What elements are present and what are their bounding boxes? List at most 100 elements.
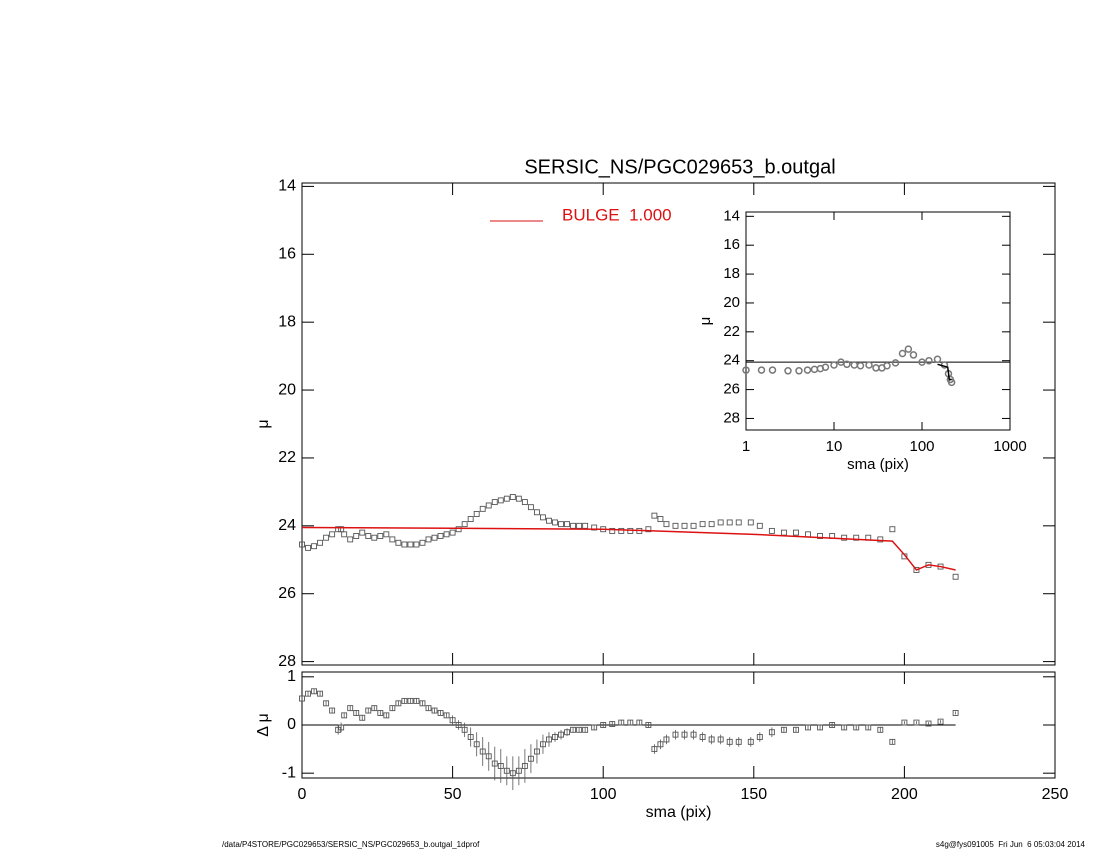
data-point — [817, 533, 824, 539]
data-point — [491, 760, 498, 767]
data-point — [570, 726, 577, 733]
data-point — [843, 360, 851, 369]
data-point — [651, 746, 658, 753]
data-point — [479, 505, 486, 512]
data-point — [657, 516, 664, 522]
data-point — [636, 719, 643, 726]
y-tick-label: 24 — [723, 352, 740, 369]
data-point — [651, 512, 658, 519]
data-point — [521, 763, 528, 769]
data-point — [582, 522, 589, 529]
data-point — [865, 361, 873, 369]
data-point — [347, 536, 354, 543]
x-tick-label: 50 — [444, 786, 462, 803]
data-point — [341, 712, 348, 719]
data-point — [371, 534, 378, 541]
data-point — [564, 521, 571, 528]
data-point — [323, 534, 330, 541]
data-point — [419, 700, 426, 707]
data-point — [347, 705, 354, 712]
data-point — [756, 522, 763, 529]
data-point — [901, 719, 908, 726]
data-point — [515, 495, 522, 502]
plot-frame — [301, 182, 1056, 666]
x-tick-label: 1 — [742, 438, 750, 455]
data-point — [323, 700, 330, 707]
y-tick-label: 22 — [723, 323, 740, 340]
data-point — [521, 499, 528, 506]
data-point — [883, 362, 891, 370]
data-point — [329, 707, 336, 714]
data-point — [491, 499, 498, 506]
y-axis-label: Δ μ — [255, 713, 272, 736]
data-point — [925, 356, 933, 365]
data-point — [726, 519, 733, 526]
data-point — [672, 522, 679, 529]
data-point — [768, 366, 777, 374]
data-point — [735, 738, 742, 745]
data-point — [335, 526, 342, 533]
data-point — [317, 539, 324, 546]
x-tick-label: 200 — [891, 786, 918, 803]
data-point — [552, 519, 558, 526]
data-point — [540, 741, 546, 748]
data-point — [401, 541, 408, 548]
data-point — [735, 519, 742, 526]
data-point — [699, 521, 706, 528]
x-tick-label: 250 — [1042, 786, 1069, 803]
y-tick-label: 14 — [723, 207, 740, 224]
y-tick-label: 28 — [278, 653, 296, 670]
data-point — [699, 734, 706, 740]
data-point — [540, 514, 546, 521]
data-point — [576, 522, 583, 529]
data-point — [872, 364, 880, 372]
data-point — [353, 710, 360, 716]
data-point — [311, 543, 317, 550]
plot-frame — [745, 211, 1011, 431]
data-point — [877, 536, 884, 543]
data-point — [425, 705, 432, 712]
data-point — [663, 736, 670, 743]
data-point — [515, 767, 522, 774]
data-point — [365, 707, 372, 714]
data-point — [371, 705, 378, 712]
data-point — [389, 536, 396, 543]
data-point — [467, 516, 474, 522]
data-point — [918, 358, 926, 366]
data-point — [853, 534, 860, 541]
y-tick-label: 20 — [723, 294, 740, 311]
data-point — [803, 366, 812, 374]
data-point — [395, 700, 402, 707]
data-point — [461, 726, 468, 733]
data-point — [913, 567, 920, 573]
data-point — [497, 497, 504, 504]
data-point — [793, 529, 799, 536]
data-point — [817, 724, 824, 731]
data-point — [717, 519, 724, 526]
y-tick-label: 16 — [278, 246, 296, 263]
data-point — [850, 361, 859, 369]
data-point — [747, 738, 754, 745]
data-point — [299, 695, 305, 702]
data-point — [485, 502, 492, 509]
x-tick-label: 150 — [740, 786, 767, 803]
data-point — [401, 697, 408, 704]
data-point — [690, 522, 697, 529]
data-point — [780, 529, 787, 536]
y-tick-label: 0 — [287, 716, 296, 733]
data-point — [546, 517, 552, 524]
data-point — [509, 770, 516, 777]
data-point — [389, 705, 396, 712]
data-point — [365, 533, 372, 539]
data-point — [449, 717, 456, 724]
data-point — [591, 524, 598, 531]
data-point — [795, 367, 803, 375]
y-tick-label: 18 — [278, 313, 296, 330]
data-point — [591, 724, 598, 731]
y-tick-label: 24 — [278, 517, 296, 534]
data-point — [937, 718, 944, 725]
data-point — [925, 720, 932, 727]
data-point — [558, 521, 564, 528]
data-point — [708, 736, 715, 743]
data-point — [527, 504, 534, 511]
